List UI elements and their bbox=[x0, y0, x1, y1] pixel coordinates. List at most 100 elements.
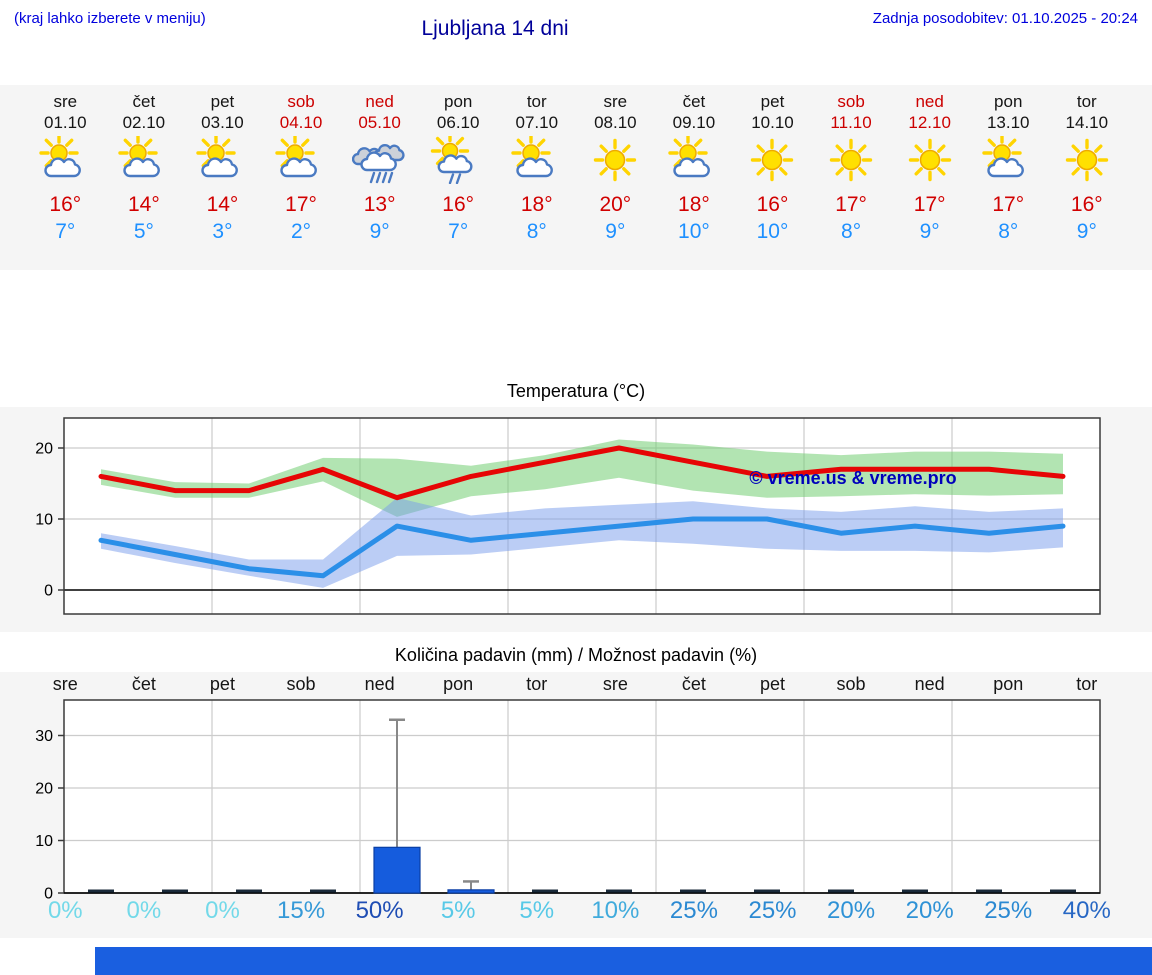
precip-probability: 5% bbox=[440, 897, 476, 924]
precip-probability: 20% bbox=[905, 897, 954, 924]
forecast-strip: sre 01.10 16° 7° čet 02.10 14° 5° pet 03.10 14° 3° s… bbox=[0, 85, 1152, 270]
high-temp: 16° bbox=[49, 193, 82, 216]
location-hint-link[interactable]: (kraj lahko izberete v meniju) bbox=[14, 10, 206, 27]
high-temp: 17° bbox=[913, 193, 946, 216]
high-temp: 16° bbox=[1070, 193, 1103, 216]
day-date: 11.10 bbox=[830, 113, 872, 132]
precip-zero-marker bbox=[976, 889, 1002, 893]
precip-day-label: pon bbox=[993, 674, 1024, 694]
forecast-day-column: čet 09.10 18° 10° bbox=[655, 91, 734, 270]
day-date: 13.10 bbox=[986, 113, 1030, 132]
sun-icon bbox=[890, 136, 969, 188]
sun-cloud-icon bbox=[105, 133, 184, 188]
day-name: pet bbox=[210, 92, 235, 111]
day-date: 06.10 bbox=[436, 113, 480, 132]
day-date: 10.10 bbox=[751, 113, 794, 132]
temp-y-axis-label: 20 bbox=[35, 441, 53, 458]
low-temp: 9° bbox=[1076, 220, 1097, 243]
high-temp: 14° bbox=[206, 193, 239, 216]
day-name: sob bbox=[837, 92, 865, 111]
high-temp: 18° bbox=[678, 193, 710, 216]
precip-zero-marker bbox=[902, 889, 928, 893]
precip-day-label: čet bbox=[681, 674, 706, 694]
day-name: čet bbox=[682, 92, 706, 111]
sun-cloud-icon bbox=[183, 133, 262, 188]
day-date: 02.10 bbox=[122, 113, 166, 132]
max-temp-line bbox=[98, 445, 1066, 501]
precip-bar bbox=[373, 846, 421, 894]
high-temp: 13° bbox=[363, 193, 396, 216]
sun-cloud-icon bbox=[497, 133, 576, 188]
forecast-day-column: pon 13.10 17° 8° bbox=[969, 91, 1048, 270]
precip-day-labels: sre čet pet sob ned pon tor sre čet pet sob ned pon t… bbox=[0, 674, 1152, 695]
forecast-day-column: tor 07.10 18° 8° bbox=[497, 91, 576, 270]
precip-day-label: sob bbox=[836, 674, 866, 694]
forecast-day-column: tor 14.10 16° 9° bbox=[1048, 91, 1127, 270]
sun-cloud-icon bbox=[26, 133, 105, 188]
precipitation-chart: 0 10 20 30 bbox=[35, 699, 1101, 903]
precip-probability: 20% bbox=[827, 897, 876, 924]
low-temp: 10° bbox=[756, 220, 789, 243]
sun-icon bbox=[812, 136, 891, 188]
precip-day-label: sob bbox=[286, 674, 316, 694]
day-date: 07.10 bbox=[515, 113, 559, 132]
precip-probability: 0% bbox=[126, 897, 162, 924]
high-temp: 14° bbox=[127, 193, 160, 216]
precip-probability: 25% bbox=[669, 897, 718, 924]
forecast-day-column: pet 03.10 14° 3° bbox=[183, 91, 262, 270]
precip-probability: 5% bbox=[519, 897, 555, 924]
precip-probability: 40% bbox=[1062, 897, 1111, 924]
sun-icon bbox=[733, 136, 812, 188]
precip-probability: 15% bbox=[277, 897, 326, 924]
day-date: 03.10 bbox=[201, 113, 244, 132]
sun-icon bbox=[1048, 136, 1127, 188]
precip-zero-marker bbox=[828, 889, 854, 893]
max-temp-band bbox=[101, 439, 1063, 517]
low-temp: 8° bbox=[841, 220, 862, 243]
low-temp: 9° bbox=[369, 220, 390, 243]
precip-chart-band: sre čet pet sob ned pon tor sre čet pet sob ned pon t… bbox=[0, 672, 1152, 938]
low-temp: 8° bbox=[526, 220, 547, 243]
forecast-day-column: sre 08.10 20° 9° bbox=[576, 91, 655, 270]
high-temp: 16° bbox=[756, 193, 789, 216]
precip-zero-marker bbox=[1050, 889, 1076, 893]
day-name: tor bbox=[526, 92, 547, 111]
high-temp: 16° bbox=[442, 193, 475, 216]
forecast-day-column: ned 05.10 13° 9° bbox=[340, 91, 419, 270]
day-date: 09.10 bbox=[672, 113, 716, 132]
page-title: Ljubljana 14 dni bbox=[421, 17, 569, 40]
precip-y-axis-label: 20 bbox=[35, 781, 53, 798]
low-temp: 7° bbox=[55, 220, 76, 243]
cloud-rain-icon bbox=[340, 136, 419, 188]
precip-probability: 0% bbox=[47, 897, 83, 924]
bottom-blue-bar[interactable] bbox=[95, 947, 1152, 975]
precip-zero-marker bbox=[754, 889, 780, 893]
precip-day-label: ned bbox=[364, 674, 395, 694]
day-name: pet bbox=[760, 92, 785, 111]
day-date: 14.10 bbox=[1065, 113, 1109, 132]
precip-bar bbox=[447, 889, 495, 894]
day-name: sob bbox=[287, 92, 315, 111]
precip-day-label: pet bbox=[759, 674, 785, 694]
precip-probability: 0% bbox=[205, 897, 240, 924]
forecast-day-column: čet 02.10 14° 5° bbox=[105, 91, 184, 270]
temperature-chart-title: Temperatura (°C) bbox=[506, 381, 646, 401]
low-temp: 10° bbox=[678, 220, 710, 243]
forecast-day-column: sre 01.10 16° 7° bbox=[26, 91, 105, 270]
low-temp: 8° bbox=[998, 220, 1019, 243]
temperature-chart: 0 10 20 © vreme.us & vreme.pro bbox=[35, 417, 1101, 615]
low-temp: 3° bbox=[212, 220, 233, 243]
high-temp: 17° bbox=[992, 193, 1025, 216]
low-temp: 5° bbox=[133, 220, 154, 243]
precip-day-label: sre bbox=[602, 674, 628, 694]
day-name: sre bbox=[53, 92, 78, 111]
last-update-label: Zadnja posodobitev: 01.10.2025 - 20:24 bbox=[872, 10, 1138, 27]
day-date: 05.10 bbox=[358, 113, 401, 132]
low-temp: 7° bbox=[448, 220, 469, 243]
forecast-day-column: sob 04.10 17° 2° bbox=[262, 91, 341, 270]
low-temp: 9° bbox=[919, 220, 940, 243]
chart-watermark-link[interactable]: © vreme.us & vreme.pro bbox=[749, 468, 956, 488]
min-temp-line bbox=[98, 516, 1066, 579]
day-name: pon bbox=[443, 92, 473, 111]
